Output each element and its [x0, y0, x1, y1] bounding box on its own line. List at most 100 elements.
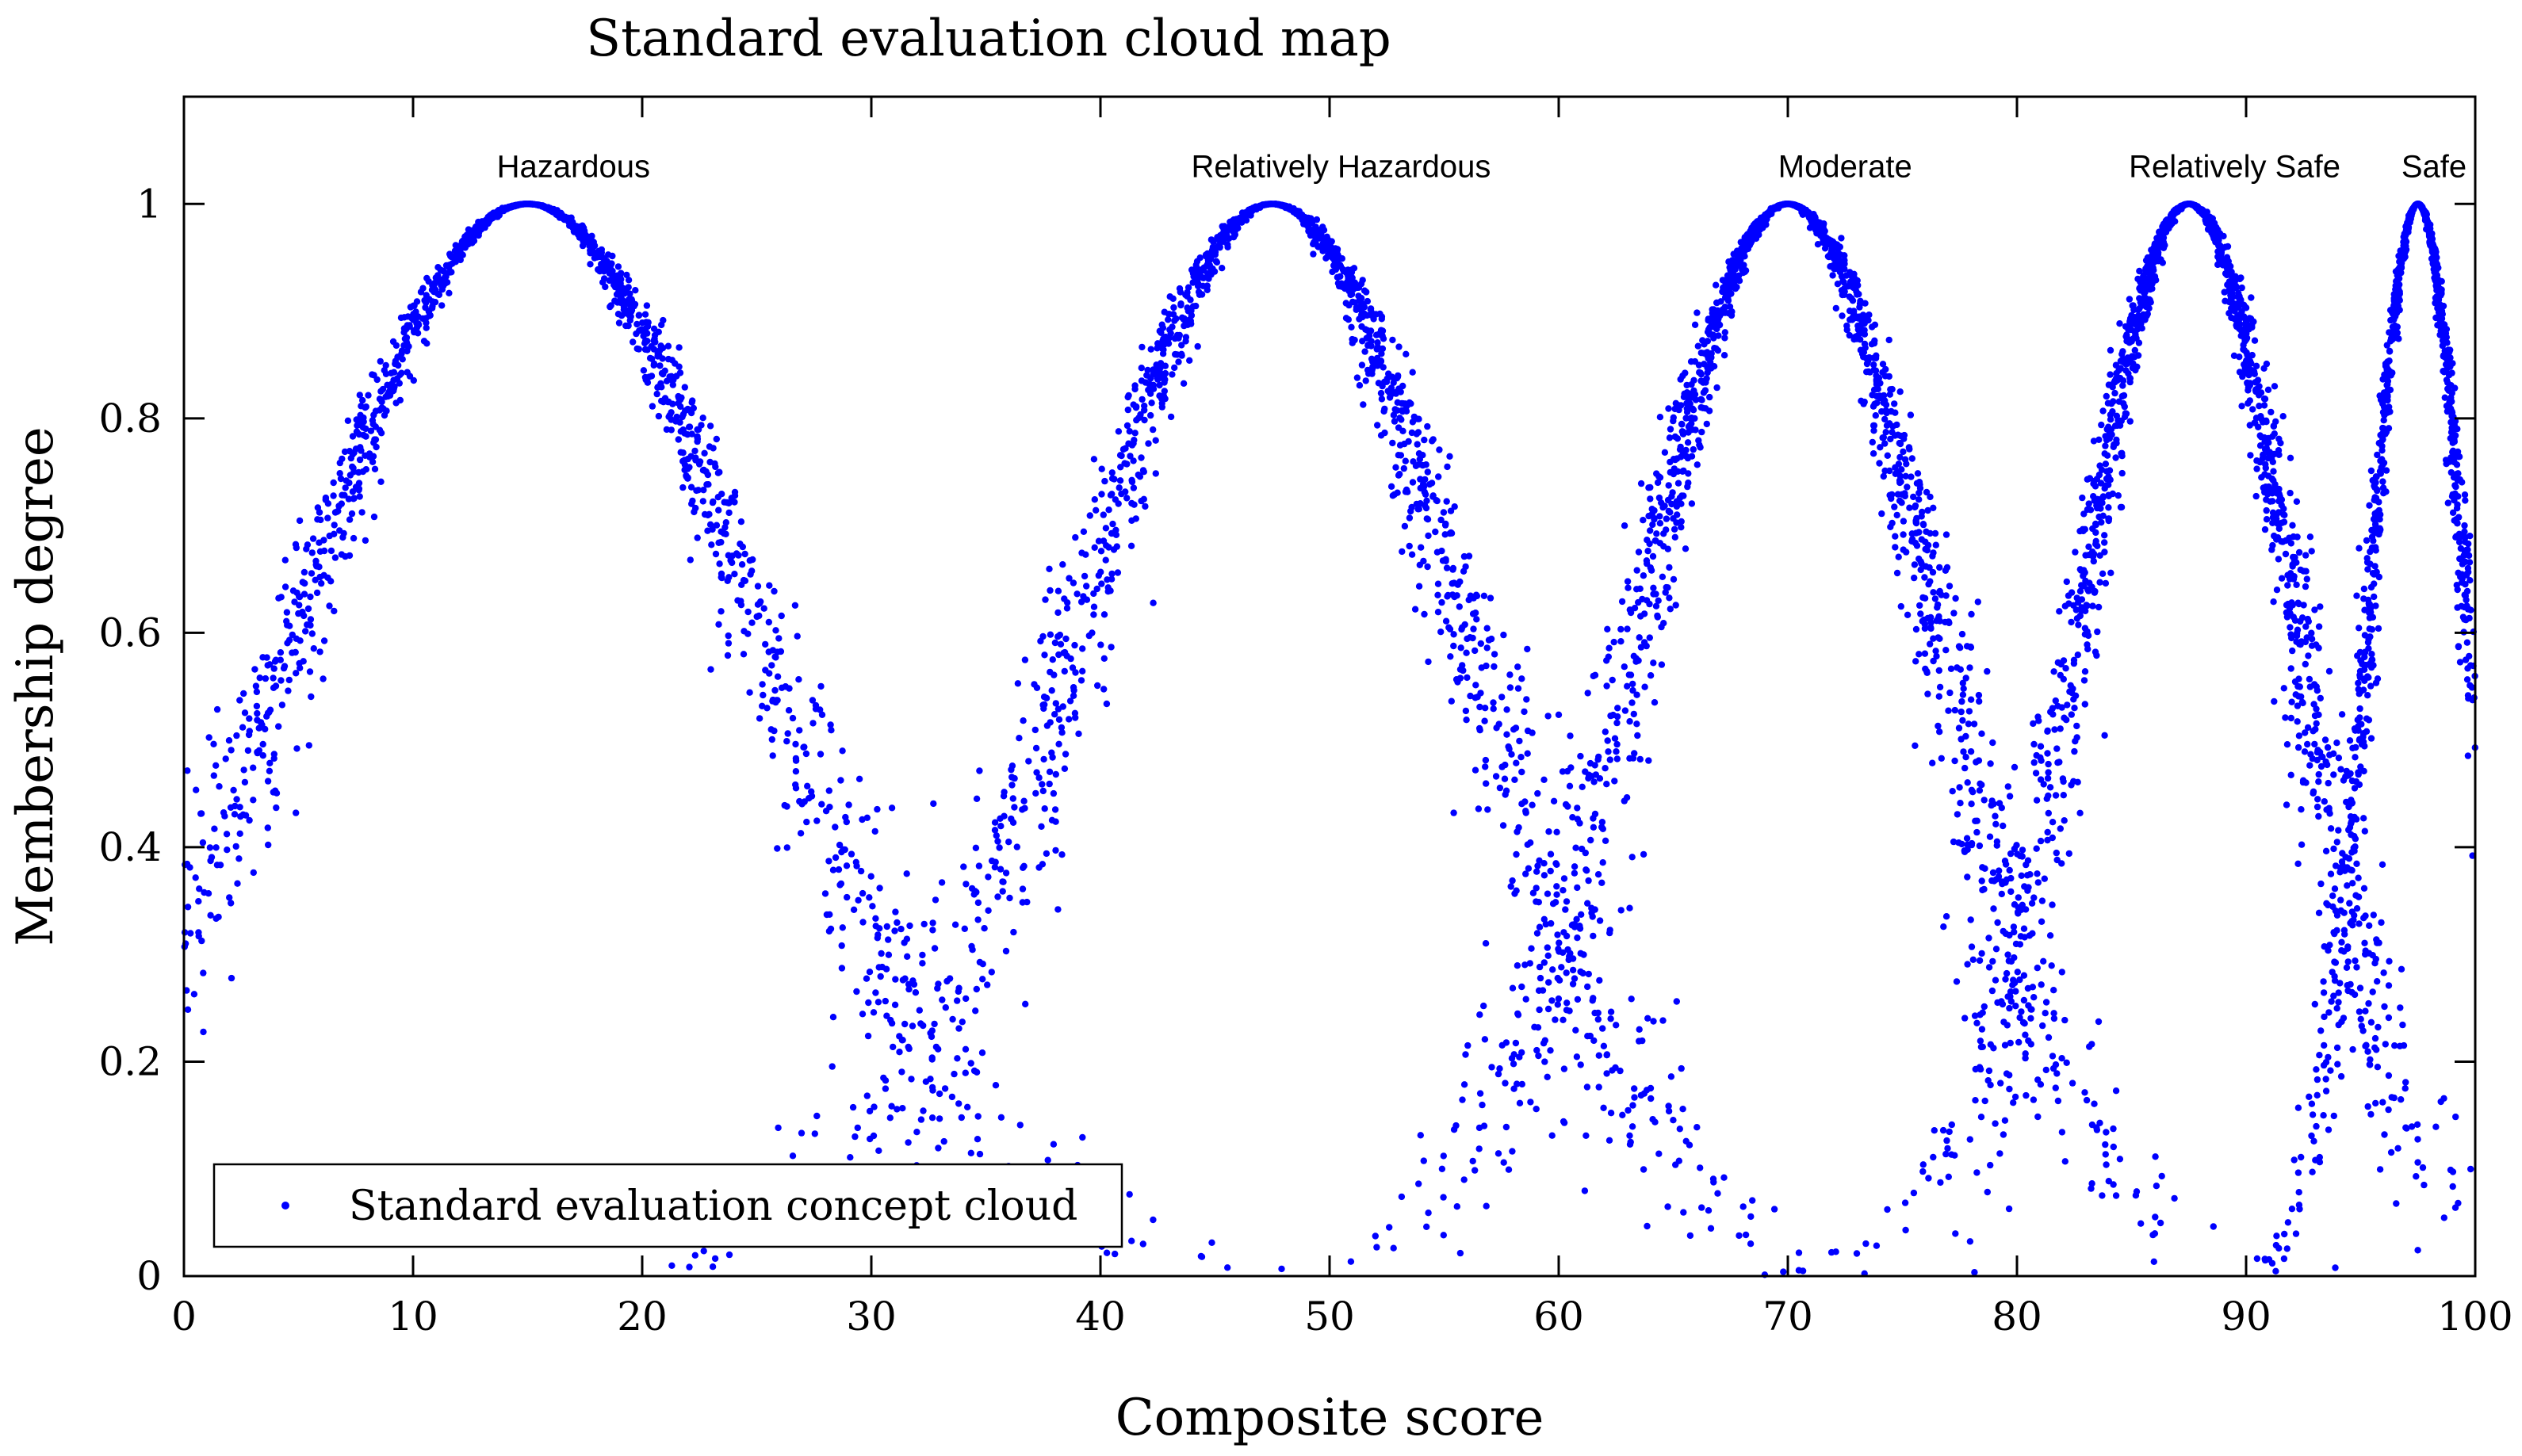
- cloud-drop: [1889, 429, 1896, 436]
- cloud-drop: [324, 514, 331, 522]
- cloud-drop: [929, 919, 936, 927]
- cloud-drop: [891, 927, 898, 934]
- cloud-drop: [1869, 403, 1877, 410]
- cloud-drop: [318, 579, 325, 587]
- cloud-drop: [1080, 593, 1087, 600]
- cloud-drop: [1406, 542, 1413, 550]
- cloud-drop: [2045, 1034, 2053, 1041]
- cloud-drop: [1831, 250, 1839, 258]
- cloud-drop: [1381, 429, 1388, 437]
- cloud-drop: [1107, 491, 1115, 499]
- cloud-drop: [765, 648, 772, 655]
- cloud-drop: [960, 863, 967, 870]
- cloud-drop: [1103, 700, 1111, 708]
- cloud-drop: [1447, 653, 1454, 660]
- cloud-drop: [1631, 750, 1638, 757]
- cloud-drop: [1626, 1132, 1633, 1140]
- cloud-drop: [1072, 533, 1079, 541]
- cloud-drop: [1118, 452, 1125, 460]
- cloud-drop: [1831, 265, 1839, 272]
- cloud-drop: [200, 1028, 207, 1036]
- cloud-drop: [1587, 836, 1594, 844]
- cloud-drop: [1574, 804, 1581, 812]
- cloud-drop: [1150, 599, 1157, 606]
- cloud-drop: [1692, 426, 1699, 434]
- cloud-drop: [2102, 1151, 2109, 1158]
- cloud-drop: [1490, 705, 1497, 713]
- cloud-drop: [1533, 930, 1541, 937]
- cloud-drop: [1560, 875, 1568, 882]
- cloud-drop: [1515, 824, 1522, 831]
- cloud-drop: [1908, 455, 1915, 462]
- cloud-drop: [1105, 506, 1112, 514]
- cloud-drop: [792, 768, 800, 775]
- cloud-drop: [1433, 497, 1440, 504]
- cloud-drop: [1576, 925, 1584, 932]
- cloud-drop: [2374, 1064, 2382, 1071]
- cloud-drop: [1476, 703, 1483, 711]
- cloud-drop: [1987, 760, 1994, 767]
- cloud-drop: [931, 1020, 938, 1028]
- cloud-drop: [232, 802, 239, 810]
- cloud-drop: [1645, 484, 1652, 491]
- cloud-drop: [1976, 842, 1984, 850]
- cloud-drop: [313, 563, 320, 570]
- cloud-drop: [973, 795, 981, 802]
- cloud-drop: [1139, 343, 1146, 351]
- cloud-drop: [254, 749, 261, 757]
- cloud-drop: [1617, 638, 1625, 645]
- cloud-drop: [2061, 1158, 2068, 1165]
- cloud-drop: [1020, 797, 1028, 804]
- cloud-drop: [654, 353, 661, 360]
- cloud-drop: [1061, 648, 1069, 656]
- cloud-drop: [1846, 331, 1853, 339]
- cloud-drop: [1670, 1117, 1677, 1124]
- cloud-drop: [1666, 434, 1674, 441]
- cloud-drop: [802, 750, 810, 758]
- cloud-drop: [1510, 726, 1517, 733]
- cloud-drop: [1971, 1269, 1978, 1276]
- cloud-drop: [919, 960, 926, 967]
- cloud-drop: [1704, 369, 1711, 376]
- cloud-drop: [1574, 816, 1582, 823]
- cloud-drop: [234, 880, 241, 887]
- cloud-drop: [1637, 1091, 1645, 1099]
- cloud-drop: [358, 509, 365, 516]
- cloud-drop: [1911, 574, 1918, 582]
- cloud-drop: [898, 1068, 905, 1076]
- cloud-drop: [1514, 1080, 1521, 1087]
- cloud-drop: [1870, 361, 1877, 369]
- cloud-drop: [1452, 1122, 1460, 1129]
- cloud-drop: [1123, 495, 1131, 502]
- cloud-drop: [1849, 315, 1856, 322]
- cloud-drop: [1536, 1006, 1543, 1014]
- cloud-drop: [1407, 400, 1414, 407]
- cloud-drop: [1920, 616, 1927, 624]
- cloud-drop: [878, 950, 885, 957]
- cloud-drop: [2214, 253, 2222, 261]
- cloud-drop: [331, 607, 338, 615]
- cloud-drop: [1915, 651, 1923, 658]
- cloud-drop: [2086, 1043, 2093, 1050]
- cloud-drop: [1560, 1118, 1567, 1125]
- cloud-drop: [812, 705, 820, 713]
- cloud-drop: [1499, 822, 1507, 829]
- cloud-drop: [2244, 351, 2251, 358]
- cloud-drop: [1178, 342, 1185, 349]
- cloud-drop: [1582, 768, 1589, 775]
- cloud-drop: [1440, 1232, 1448, 1239]
- cloud-drop: [883, 923, 891, 931]
- cloud-drop: [700, 1248, 707, 1255]
- cloud-drop: [931, 945, 939, 952]
- cloud-drop: [1054, 587, 1062, 594]
- cloud-drop: [1833, 241, 1841, 248]
- cloud-drop: [1584, 900, 1591, 907]
- cloud-drop: [1739, 266, 1746, 273]
- cloud-drop: [1674, 480, 1682, 487]
- cloud-drop: [886, 1114, 894, 1122]
- cloud-drop: [938, 879, 946, 886]
- cloud-drop: [1503, 706, 1510, 713]
- cloud-drop: [2011, 763, 2019, 771]
- cloud-drop: [1227, 218, 1234, 226]
- cloud-drop: [1574, 934, 1581, 942]
